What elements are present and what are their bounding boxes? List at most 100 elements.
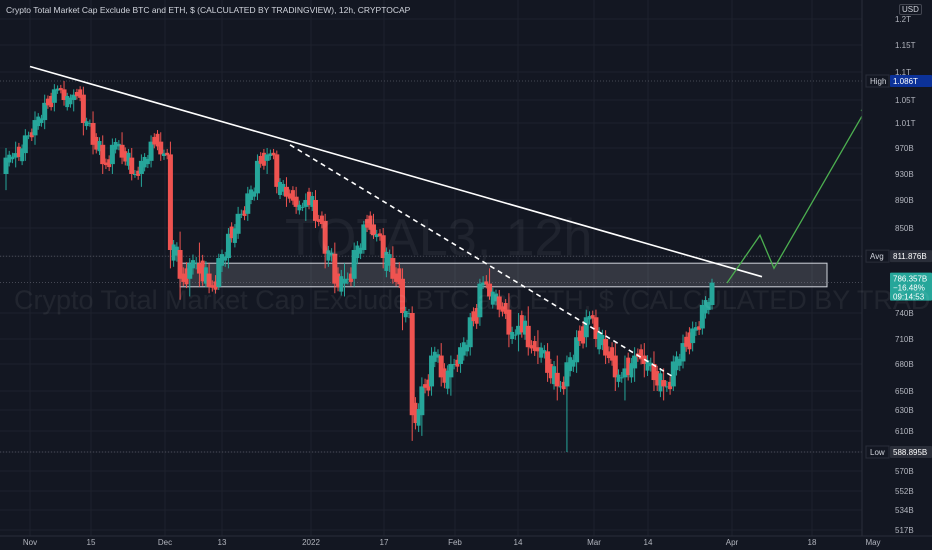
candle-body [474,307,479,324]
candle-body [312,200,318,221]
candle-body [132,174,137,175]
x-tick-label: Nov [23,538,37,547]
candle-body [225,233,231,259]
y-tick-label: 710B [895,335,914,344]
candle-body [603,339,609,356]
candle-body [529,345,534,349]
candle-body [239,213,244,215]
candle-body [677,358,682,366]
last-badge-value: 786.357B [893,275,927,284]
candle-body [329,252,334,256]
candle-body [90,123,96,145]
candle-body [145,158,150,165]
candle-body [274,154,280,187]
candle-body [123,151,128,162]
y-tick-label: 570B [895,467,914,476]
candle-body [519,315,524,333]
candle-body [452,364,457,365]
candle-body [49,95,54,108]
candle-body [167,154,173,250]
candle-body [181,273,186,282]
x-tick-label: May [865,538,880,547]
y-tick-label: 970B [895,144,914,153]
currency-button[interactable]: USD [899,4,922,15]
candle-body [655,371,660,386]
candle-body [581,326,586,344]
candle-body [119,144,125,158]
price-badges: High 1.086T Avg 811.876B 786.357B−16.48%09:1… [865,74,932,459]
x-tick-label: 2022 [302,538,320,547]
candle-body [651,364,657,381]
candle-body [629,363,634,378]
avg-badge-value-bg [890,250,932,263]
candle-body [471,311,476,322]
symbol-watermark: TOTAL3, 12h [285,209,593,267]
candle-body [600,335,605,346]
avg-badge-label: Avg [870,252,884,261]
y-tick-label: 534B [895,506,914,515]
candle-body [200,260,205,282]
low-badge-value: 588.895B [893,448,927,457]
candle-body [219,254,224,266]
candle-body [706,302,711,310]
candle-body [7,154,12,163]
x-tick-label: 18 [808,538,817,547]
candle-body [619,377,624,379]
y-tick-label: 650B [895,387,914,396]
candle-body [709,282,715,305]
low-badge-label: Low [870,448,885,457]
candle-body [171,244,176,261]
candle-body [697,326,702,330]
candle-body [513,334,518,336]
candle-body [490,291,495,305]
candle-body [523,320,528,335]
candle-body [561,381,566,390]
candle-body [494,293,499,302]
x-tick-label: Feb [448,538,462,547]
candle-body [107,159,112,168]
candle-body [45,98,50,106]
last-badge-value-bg [890,272,932,301]
y-tick-label: 740B [895,309,914,318]
candle-body [616,374,621,382]
candle-body [477,283,483,318]
candle-body [597,332,602,350]
candle-body [136,170,141,176]
candle-body [293,196,299,207]
candle-body [148,141,154,161]
candle-body [409,313,415,416]
candle-body [16,146,21,157]
candle-body [661,380,667,387]
candle-body [368,215,373,230]
candle-body [532,341,537,351]
candle-body [467,317,473,348]
candle-body [496,296,502,310]
y-tick-label: 517B [895,526,914,535]
candle-body [680,343,686,362]
candle-body [187,263,193,279]
candle-body [645,360,650,371]
candle-body [684,336,689,347]
high-badge-label: High [870,77,886,86]
candle-body [445,370,450,389]
candle-body [3,157,9,174]
y-tick-label: 680B [895,360,914,369]
candle-body [442,368,447,383]
y-tick-label: 1.05T [895,96,916,105]
y-tick-label: 630B [895,406,914,415]
chart-title: Crypto Total Market Cap Exclude BTC and … [6,5,411,15]
candle-body [249,189,254,200]
candle-body [65,95,70,108]
candle-body [571,359,576,367]
candle-body [268,153,273,157]
candle-body [351,249,357,279]
y-tick-label: 552B [895,487,914,496]
candle-body [264,154,270,161]
time-axis[interactable]: Nov 15 Dec 13 2022 17 Feb 14 Mar 14 Apr 18 May [0,535,932,547]
candle-body [242,210,247,216]
candle-body [39,118,44,123]
candle-body [419,386,425,416]
trendline-main [29,65,763,278]
candle-body [394,273,399,282]
